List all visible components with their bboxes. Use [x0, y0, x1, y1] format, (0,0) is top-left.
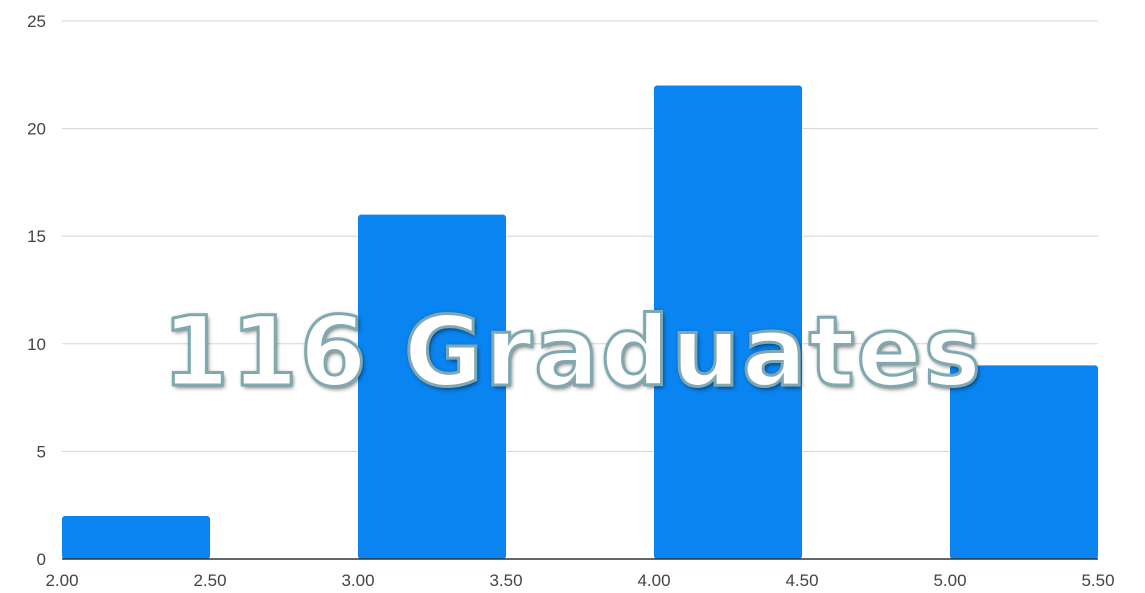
x-tick-label: 2.00	[45, 571, 78, 590]
y-tick-label: 0	[37, 550, 46, 569]
x-tick-label: 5.50	[1081, 571, 1114, 590]
y-tick-label: 15	[27, 227, 46, 246]
x-tick-label: 4.00	[637, 571, 670, 590]
bar	[62, 515, 210, 559]
y-tick-label: 10	[27, 335, 46, 354]
x-tick-label: 3.50	[489, 571, 522, 590]
grid-lines	[62, 20, 1098, 452]
x-tick-label: 4.50	[785, 571, 818, 590]
bar	[358, 214, 506, 559]
bars	[62, 85, 1098, 559]
bar	[950, 365, 1098, 559]
y-tick-labels: 0 5 10 15 20 25	[27, 12, 46, 569]
x-tick-label: 5.00	[933, 571, 966, 590]
y-tick-label: 25	[27, 12, 46, 31]
y-tick-label: 20	[27, 120, 46, 139]
overlay-title: 116 Graduates	[161, 295, 983, 410]
y-tick-label: 5	[37, 442, 46, 461]
x-tick-labels: 2.00 2.50 3.00 3.50 4.00 4.50 5.00 5.50	[45, 571, 1114, 590]
x-tick-label: 2.50	[193, 571, 226, 590]
x-tick-label: 3.00	[341, 571, 374, 590]
bar	[654, 85, 802, 559]
